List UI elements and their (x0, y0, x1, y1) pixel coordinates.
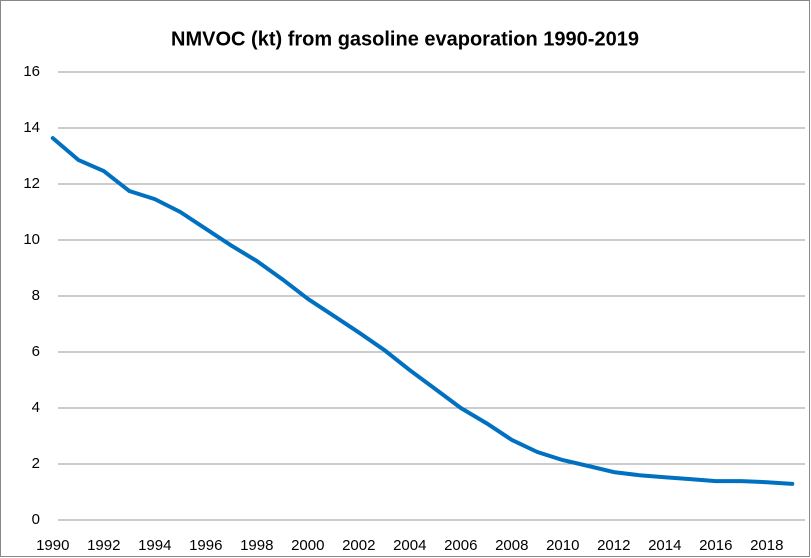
y-tick-label: 0 (32, 511, 40, 528)
x-tick-label: 1996 (189, 537, 222, 554)
x-tick-label: 2018 (750, 537, 783, 554)
y-tick-label: 14 (23, 119, 40, 136)
x-tick-label: 2002 (342, 537, 375, 554)
x-tick-label: 2004 (393, 537, 426, 554)
x-tick-label: 2010 (546, 537, 579, 554)
data-line (50, 136, 795, 486)
x-tick-label: 1992 (87, 537, 120, 554)
x-tick-label: 2000 (291, 537, 324, 554)
x-tick-label: 2008 (495, 537, 528, 554)
y-tick-label: 4 (32, 399, 40, 416)
x-tick-label: 1994 (138, 537, 171, 554)
x-tick-label: 2016 (699, 537, 732, 554)
x-tick-label: 1990 (36, 537, 69, 554)
chart-title: NMVOC (kt) from gasoline evaporation 199… (171, 28, 639, 50)
y-tick-label: 2 (32, 455, 40, 472)
y-tick-label: 12 (23, 175, 40, 192)
y-tick-label: 8 (32, 287, 40, 304)
x-tick-label: 2014 (648, 537, 681, 554)
x-tick-label: 2012 (597, 537, 630, 554)
x-tick-label: 1998 (240, 537, 273, 554)
y-tick-label: 16 (23, 63, 40, 80)
y-tick-label: 6 (32, 343, 40, 360)
x-tick-label: 2006 (444, 537, 477, 554)
y-tick-label: 10 (23, 231, 40, 248)
